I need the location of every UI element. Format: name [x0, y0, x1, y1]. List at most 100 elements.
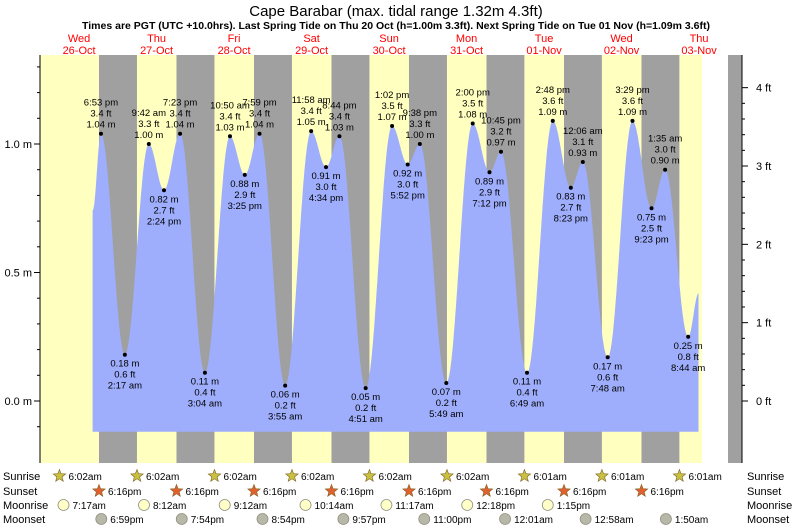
low-tide-marker: [525, 370, 530, 375]
moonset-icon: [337, 513, 350, 525]
high-tide-marker: [178, 131, 183, 136]
day-name-label: Thu: [147, 33, 166, 45]
high-tide-m-label: 1.04 m: [245, 120, 274, 131]
day-date-label: 26-Oct: [63, 45, 96, 57]
chart-title: Cape Barabar (max. tidal range 1.32m 4.3…: [249, 3, 542, 20]
sunset-icon: [324, 483, 339, 497]
high-tide-ft-label: 3.4 ft: [90, 109, 111, 120]
day-date-label: 30-Oct: [373, 45, 406, 57]
moonset-icon: [660, 513, 672, 525]
high-tide-m-label: 1.09 m: [618, 107, 647, 118]
high-tide-m-label: 1.08 m: [458, 109, 487, 120]
high-tide-ft-label: 3.6 ft: [622, 96, 643, 107]
high-tide-time-label: 1:02 pm: [375, 90, 409, 101]
moonset-time-label: 11:00pm: [433, 515, 471, 525]
day-date-label: 03-Nov: [681, 45, 717, 57]
sunset-time-label: 6:16pm: [418, 487, 451, 498]
day-date-label: 28-Oct: [218, 45, 251, 57]
low-tide-time-label: 6:49 am: [510, 399, 544, 410]
high-tide-marker: [630, 118, 635, 123]
high-tide-marker: [663, 167, 668, 172]
moonrise-icon: [461, 499, 474, 511]
moonrise-time-label: 1:15pm: [557, 501, 590, 512]
sun-moon-events-group: Sunrise Sunrise 6:02am 6:02am 6:02am 6:02am 6:…: [3, 468, 792, 525]
high-tide-marker: [98, 131, 103, 136]
low-tide-m-label: 0.92 m: [393, 169, 422, 180]
high-tide-time-label: 10:50 am: [210, 100, 250, 111]
day-name-label: Fri: [228, 33, 241, 45]
low-tide-marker: [162, 188, 166, 193]
high-tide-ft-label: 3.0 ft: [655, 145, 676, 156]
moonrise-time-label: 11:17am: [395, 501, 433, 512]
moonrise-icon: [57, 499, 70, 511]
sunset-icon: [402, 483, 416, 497]
low-tide-marker: [686, 334, 691, 339]
sunset-row-label-right: Sunset: [747, 486, 781, 498]
moonset-row-label-left: Moonset: [3, 514, 45, 525]
low-tide-ft-label: 0.2 ft: [275, 401, 296, 412]
high-tide-ft-label: 3.4 ft: [249, 109, 270, 120]
low-tide-ft-label: 0.4 ft: [516, 388, 537, 399]
sunrise-time-label: 6:01am: [533, 472, 566, 483]
low-tide-time-label: 3:04 am: [188, 399, 222, 410]
moonset-icon: [95, 513, 108, 525]
sunset-time-label: 6:16pm: [108, 487, 141, 498]
moonrise-icon: [218, 499, 231, 511]
sunrise-time-label: 6:02am: [378, 472, 411, 483]
high-tide-m-label: 0.97 m: [486, 138, 515, 149]
chart-subtitle: Times are PGT (UTC +10.0hrs). Last Sprin…: [82, 20, 710, 32]
high-tide-marker: [390, 124, 395, 129]
high-tide-time-label: 8:44 pm: [322, 100, 356, 111]
low-tide-m-label: 0.05 m: [351, 392, 380, 403]
high-tide-time-label: 7:59 pm: [242, 98, 276, 109]
high-tide-m-label: 1.00 m: [405, 130, 434, 141]
moonset-time-label: 6:59pm: [110, 515, 143, 525]
sunrise-row-label-left: Sunrise: [3, 471, 40, 483]
low-tide-ft-label: 3.0 ft: [315, 182, 336, 193]
low-tide-marker: [363, 386, 368, 391]
daylight-band: [59, 55, 99, 463]
right-axis-tick-label: 2 ft: [756, 239, 771, 251]
sunrise-icon: [517, 468, 532, 482]
low-tide-ft-label: 0.4 ft: [194, 388, 215, 399]
high-tide-marker: [309, 129, 314, 134]
low-tide-time-label: 3:55 am: [268, 412, 302, 423]
low-tide-m-label: 0.17 m: [593, 361, 622, 372]
high-tide-m-label: 1.04 m: [86, 120, 115, 131]
high-tide-ft-label: 3.3 ft: [138, 119, 159, 130]
high-tide-m-label: 0.93 m: [568, 148, 597, 159]
high-tide-time-label: 2:48 pm: [536, 85, 570, 96]
day-date-label: 29-Oct: [295, 45, 328, 57]
low-tide-marker: [487, 170, 492, 175]
tide-area-group: [92, 120, 699, 432]
right-axis-tick-label: 1 ft: [756, 318, 771, 330]
high-tide-time-label: 10:45 pm: [481, 116, 521, 127]
low-tide-time-label: 2:24 pm: [147, 216, 181, 227]
high-tide-ft-label: 3.6 ft: [542, 96, 563, 107]
sunset-icon: [92, 483, 106, 497]
high-tide-ft-label: 3.4 ft: [301, 106, 322, 117]
low-tide-marker: [405, 162, 410, 167]
low-tide-time-label: 4:34 pm: [309, 193, 343, 204]
high-tide-m-label: 1.03 m: [215, 122, 244, 133]
sunrise-time-label: 6:01am: [688, 472, 721, 483]
day-name-label: Mon: [456, 33, 477, 45]
night-band: [728, 55, 742, 463]
low-tide-ft-label: 2.9 ft: [234, 190, 255, 201]
sunrise-icon: [130, 468, 144, 482]
high-tide-time-label: 3:29 pm: [615, 85, 649, 96]
high-tide-m-label: 1.00 m: [134, 130, 163, 141]
low-tide-ft-label: 2.5 ft: [641, 223, 662, 234]
low-tide-ft-label: 3.0 ft: [397, 180, 418, 191]
low-tide-ft-label: 2.7 ft: [560, 203, 581, 214]
high-tide-m-label: 0.90 m: [651, 156, 680, 167]
high-tide-m-label: 1.04 m: [166, 120, 195, 131]
moonset-time-label: 12:01am: [514, 515, 553, 525]
tide-labels-group: 6:53 pm3.4 ft1.04 m0.18 m0.6 ft2:17 am9:…: [84, 85, 706, 425]
daylight-band: [40, 55, 60, 463]
sunset-row-label-left: Sunset: [3, 486, 37, 498]
low-tide-time-label: 8:23 pm: [554, 214, 588, 225]
sunrise-time-label: 6:02am: [456, 472, 489, 483]
low-tide-m-label: 0.82 m: [149, 194, 178, 205]
